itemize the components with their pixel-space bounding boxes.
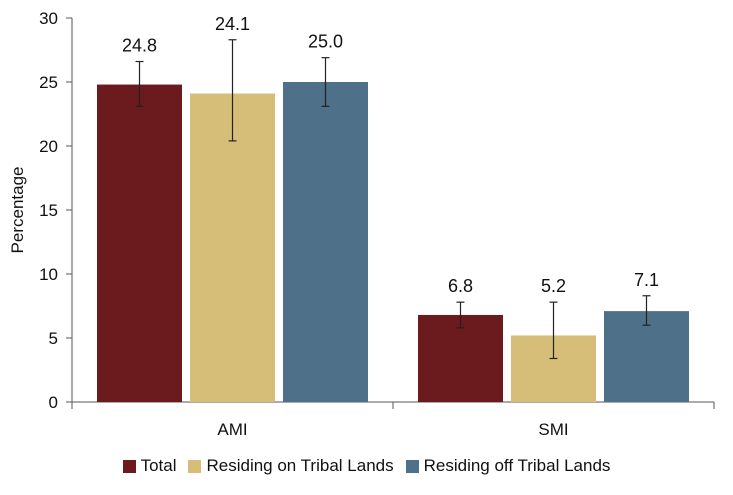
y-axis-label: Percentage <box>8 167 27 254</box>
legend-item-off-tribal-lands: Residing off Tribal Lands <box>405 456 611 476</box>
legend-label-total: Total <box>140 456 177 475</box>
bar <box>418 314 503 402</box>
legend: Total Residing on Tribal Lands Residing … <box>0 456 733 476</box>
x-category-label: SMI <box>538 420 568 439</box>
data-label: 6.8 <box>448 276 473 296</box>
legend-swatch-total <box>122 459 136 473</box>
bar-chart: 0 5 10 15 20 25 30 AMI SMI 24.8 24.1 25.0 6.8 5.2 7.… <box>8 9 715 439</box>
legend-label-off-tribal-lands: Residing off Tribal Lands <box>423 456 611 475</box>
legend-swatch-off-tribal-lands <box>405 459 419 473</box>
bar <box>283 82 368 402</box>
x-axis: AMI SMI <box>71 401 715 439</box>
y-tick-label: 20 <box>39 137 58 156</box>
data-label: 24.1 <box>215 14 250 34</box>
legend-swatch-on-tribal-lands <box>188 459 202 473</box>
y-tick-label: 0 <box>49 393 58 412</box>
x-category-label: AMI <box>217 420 247 439</box>
legend-label-on-tribal-lands: Residing on Tribal Lands <box>206 456 394 475</box>
y-tick-label: 25 <box>39 73 58 92</box>
value-labels: 24.8 24.1 25.0 6.8 5.2 7.1 <box>122 14 659 296</box>
y-tick-label: 5 <box>49 329 58 348</box>
y-tick-label: 30 <box>39 9 58 28</box>
data-label: 25.0 <box>308 32 343 52</box>
y-axis: 0 5 10 15 20 25 30 <box>39 9 73 412</box>
data-label: 24.8 <box>122 36 157 56</box>
data-label: 7.1 <box>634 270 659 290</box>
y-tick-label: 10 <box>39 265 58 284</box>
bar <box>190 93 275 403</box>
legend-item-total: Total <box>122 456 177 476</box>
bars <box>97 39 689 403</box>
data-label: 5.2 <box>541 276 566 296</box>
legend-item-on-tribal-lands: Residing on Tribal Lands <box>188 456 394 476</box>
bar <box>97 84 182 402</box>
y-tick-label: 15 <box>39 201 58 220</box>
bar <box>604 311 689 402</box>
